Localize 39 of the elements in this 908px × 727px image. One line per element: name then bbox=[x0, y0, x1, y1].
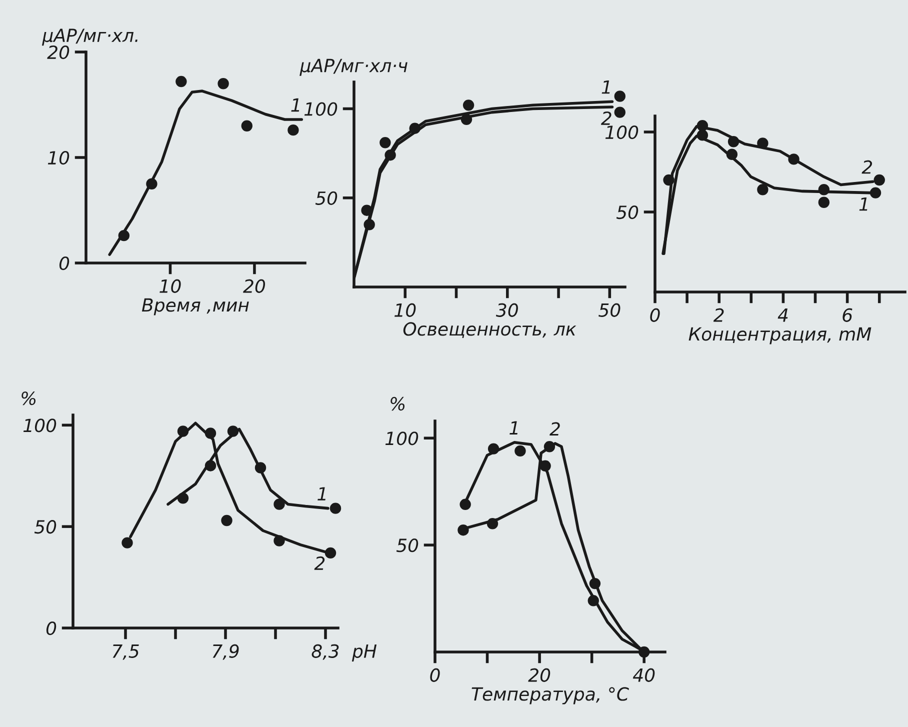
x-tick-label: 6 bbox=[842, 308, 852, 322]
y-tick-label: 100 bbox=[23, 418, 56, 432]
annotation: 1 bbox=[510, 421, 518, 434]
x-axis-title: Время ,мин bbox=[142, 298, 249, 316]
x-axis-title: Температура, °С bbox=[472, 687, 629, 704]
y-tick-label: 50 bbox=[34, 520, 56, 534]
x-tick-label: 0 bbox=[430, 668, 440, 682]
y-axis-title: % bbox=[390, 396, 405, 411]
x-tick-label: 7,9 bbox=[212, 644, 239, 660]
x-tick-label: 7,5 bbox=[112, 644, 139, 660]
y-tick-label: 100 bbox=[605, 125, 638, 140]
y-tick-label: 100 bbox=[385, 432, 418, 446]
x-tick-label: 8,3 bbox=[312, 644, 339, 660]
y-tick-label: 0 bbox=[59, 256, 70, 270]
annotation: 2 bbox=[314, 556, 325, 570]
x-tick-label: 4 bbox=[778, 308, 788, 322]
y-tick-label: 10 bbox=[48, 150, 70, 165]
y-axis-title: μАР/мг·хл·ч bbox=[300, 58, 408, 76]
y-tick-label: 20 bbox=[47, 45, 70, 60]
y-axis-title: % bbox=[22, 391, 36, 406]
annotation: 1 bbox=[318, 487, 326, 500]
annotation: 1 bbox=[291, 98, 300, 112]
y-axis-title: μАР/мг·хл. bbox=[42, 28, 138, 46]
x-tick-label: 50 bbox=[598, 303, 620, 317]
annotation: 1 bbox=[859, 198, 868, 211]
x-tick-label: 0 bbox=[650, 308, 660, 322]
x-tick-label: 20 bbox=[528, 668, 550, 682]
x-tick-label: 2 bbox=[713, 308, 724, 322]
annotation: 2 bbox=[550, 422, 560, 436]
x-tick-label: 30 bbox=[496, 303, 518, 317]
x-axis-title: Концентрация, mM bbox=[688, 327, 872, 344]
annotation: 2 bbox=[600, 111, 612, 125]
x-axis-title: pH bbox=[352, 644, 377, 662]
annotation: 2 bbox=[862, 160, 872, 174]
y-tick-label: 100 bbox=[304, 102, 338, 116]
y-tick-label: 0 bbox=[46, 621, 56, 636]
x-axis-title: Освещенность, лк bbox=[403, 322, 576, 338]
x-tick-label: 40 bbox=[632, 668, 655, 682]
annotation: 1 bbox=[602, 80, 610, 94]
